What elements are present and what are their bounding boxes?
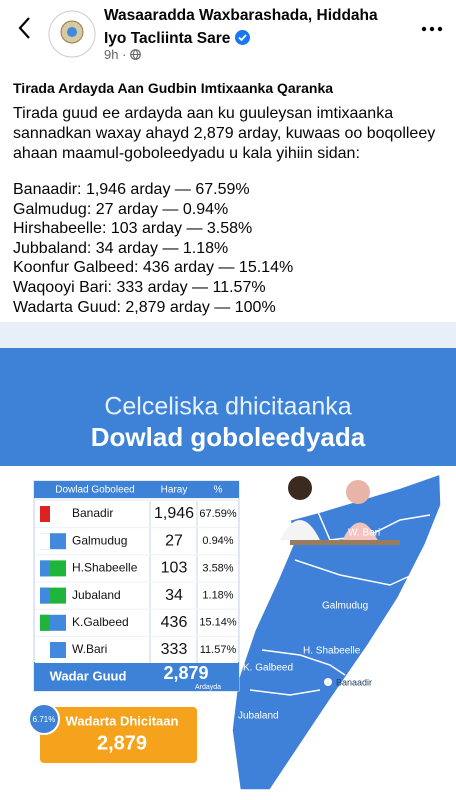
total-value: 2,879 xyxy=(163,663,208,683)
post-title: Tirada Ardayda Aan Gudbin Imtixaanka Qar… xyxy=(13,80,334,96)
image-title-2: Dowlad goboleedyada xyxy=(91,422,366,452)
total-unit: Ardayda xyxy=(195,684,221,691)
back-button[interactable] xyxy=(18,17,30,39)
region-count: 27 xyxy=(165,532,183,549)
map-label: W. Bari xyxy=(348,528,380,539)
post-list-item: Banaadir: 1,946 arday — 67.59% xyxy=(13,181,250,198)
region-percent: 11.57% xyxy=(200,644,237,656)
students-illustration xyxy=(280,476,400,545)
avatar-emblem-center xyxy=(67,27,77,37)
flag-stripe xyxy=(40,560,50,577)
map-label: Galmudug xyxy=(322,601,368,612)
region-count: 34 xyxy=(165,587,183,604)
table-total-bg xyxy=(34,662,239,691)
map-label: K. Galbeed xyxy=(243,663,293,674)
image-title-band xyxy=(0,348,456,466)
row-bg xyxy=(35,501,238,527)
region-name: Galmudug xyxy=(72,533,127,547)
region-percent: 67.59% xyxy=(199,508,237,520)
row-bg xyxy=(35,637,238,663)
region-percent: 15.14% xyxy=(199,617,237,629)
row-bg xyxy=(35,582,238,609)
region-count: 103 xyxy=(161,560,188,577)
flag-stripe xyxy=(40,614,50,631)
region-count: 1,946 xyxy=(154,505,194,522)
somalia-map xyxy=(231,472,442,791)
flag-stripe xyxy=(40,506,50,522)
map-pin xyxy=(322,676,334,688)
page-name-text[interactable]: Wasaaradda Waxbarashada, Hiddaha Iyo Tac… xyxy=(104,7,378,47)
region-name: W.Bari xyxy=(72,642,107,656)
row-bg xyxy=(35,555,238,582)
region-name: K.Galbeed xyxy=(72,615,129,629)
region-percent: 3.58% xyxy=(202,562,233,574)
post-list-item: Galmudug: 27 arday — 0.94% xyxy=(13,200,229,218)
map-label: H. Shabeelle xyxy=(303,646,361,657)
post-body: Tirada guud ee ardayda aan ku guuleysan … xyxy=(13,105,436,162)
post-list-item: Wadarta Guud: 2,879 arday — 100% xyxy=(13,298,276,316)
post-meta: 9h · xyxy=(104,47,141,62)
region-percent: 0.94% xyxy=(202,535,233,547)
header-icons xyxy=(18,10,443,58)
row-bg xyxy=(35,609,238,636)
post-time[interactable]: 9h xyxy=(104,47,119,62)
region-percent: 1.18% xyxy=(202,590,233,602)
post-image[interactable]: Celceliska dhicitaanka Dowlad goboleedya… xyxy=(0,320,456,800)
post-list-item: Jubbaland: 34 arday — 1.18% xyxy=(13,239,229,257)
flag-stripe xyxy=(40,533,50,550)
post-list: Banaadir: 1,946 arday — 67.59% Galmudug: … xyxy=(13,180,293,317)
summary-box xyxy=(40,707,197,763)
map-label: Jubaland xyxy=(238,711,279,722)
table-header: Haray xyxy=(161,485,188,496)
summary-label: Wadarta Dhicitaan xyxy=(66,713,179,728)
region-count: 333 xyxy=(161,641,188,658)
table-header: % xyxy=(214,485,223,496)
image-top-band xyxy=(0,322,456,350)
flag-stripe xyxy=(40,587,50,604)
post-list-item: Waqooyi Bari: 333 arday — 11.57% xyxy=(13,278,266,296)
post-list-item: Koonfur Galbeed: 436 arday — 15.14% xyxy=(13,259,294,277)
summary-value: 2,879 xyxy=(97,732,147,754)
region-name: Banadir xyxy=(72,506,113,520)
total-label: Wadar Guud xyxy=(50,668,127,683)
region-name: Jubaland xyxy=(72,588,121,602)
more-button[interactable] xyxy=(421,26,443,32)
post-list-item: Hirshabeelle: 103 arday — 3.58% xyxy=(13,220,253,238)
badge xyxy=(28,703,60,735)
image-title-1: Celceliska dhicitaanka xyxy=(104,393,351,421)
page-name[interactable]: Wasaaradda Waxbarashada, Hiddaha Iyo Tac… xyxy=(104,4,404,50)
badge-text: 6.71% xyxy=(33,715,56,724)
table-header: Dowlad Goboleed xyxy=(55,485,135,496)
region-count: 436 xyxy=(161,614,188,631)
flag-stripe xyxy=(40,642,50,658)
row-bg xyxy=(35,528,238,555)
verified-badge xyxy=(234,30,250,45)
globe-icon xyxy=(130,49,141,60)
table-header-bg xyxy=(34,481,239,498)
region-name: H.Shabeelle xyxy=(72,561,138,575)
map-label: Banaadir xyxy=(336,677,372,687)
